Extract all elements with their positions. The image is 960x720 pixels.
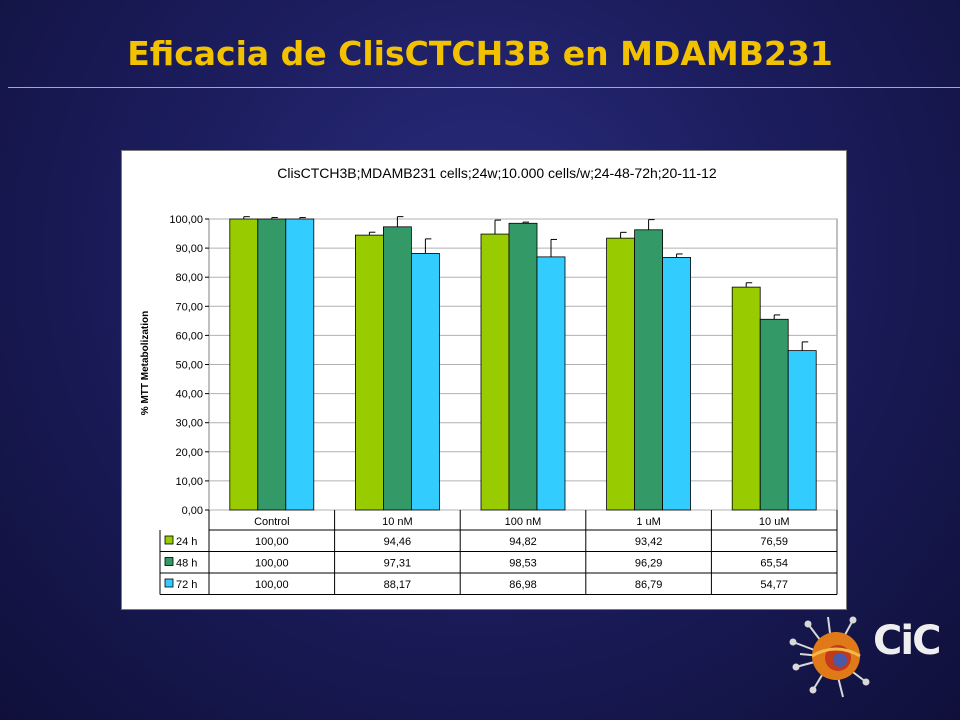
data-label: 93,42 — [635, 536, 663, 548]
chart-title: ClisCTCH3B;MDAMB231 cells;24w;10.000 cel… — [277, 165, 717, 181]
data-label: 76,59 — [760, 536, 788, 548]
bar-72h-3 — [662, 257, 691, 511]
x-category-label: 1 uM — [636, 516, 660, 528]
data-label: 100,00 — [255, 536, 289, 548]
data-label: 98,53 — [509, 558, 537, 570]
bar-48h-2 — [508, 222, 538, 511]
y-tick-label: 0,00 — [182, 505, 203, 517]
data-label: 86,79 — [635, 579, 663, 591]
data-label: 100,00 — [255, 558, 289, 570]
x-category-label: Control — [254, 516, 289, 528]
logo-text: CiC — [873, 618, 941, 664]
data-label: 96,29 — [635, 558, 663, 570]
bar-chart: ClisCTCH3B;MDAMB231 cells;24w;10.000 cel… — [140, 165, 838, 595]
bar-24h-0 — [229, 218, 259, 511]
chart-panel: ClisCTCH3B;MDAMB231 cells;24w;10.000 cel… — [121, 150, 847, 610]
bar-48h-1 — [382, 226, 412, 511]
legend-entry: 72 h — [176, 579, 197, 591]
y-tick-label: 100,00 — [169, 214, 203, 226]
data-label: 88,17 — [384, 579, 412, 591]
bar-48h-4 — [759, 318, 789, 511]
y-tick-label: 80,00 — [175, 272, 203, 284]
y-tick-label: 40,00 — [175, 389, 203, 401]
data-label: 65,54 — [760, 558, 788, 570]
y-tick-label: 70,00 — [175, 301, 203, 313]
y-tick-label: 50,00 — [175, 360, 203, 372]
bar-48h-0 — [257, 218, 287, 511]
bar-72h-4 — [787, 350, 817, 511]
x-category-label: 10 nM — [382, 516, 413, 528]
data-label: 100,00 — [255, 579, 289, 591]
bar-24h-4 — [731, 286, 761, 511]
legend-entry: 48 h — [176, 558, 197, 570]
legend-entry: 24 h — [176, 536, 197, 548]
x-category-label: 10 uM — [759, 516, 790, 528]
bar-72h-2 — [536, 256, 566, 511]
bar-72h-0 — [285, 218, 315, 511]
data-label: 86,98 — [509, 579, 537, 591]
y-tick-label: 30,00 — [175, 418, 203, 430]
bar-24h-3 — [606, 237, 636, 511]
data-label: 94,46 — [384, 536, 412, 548]
data-label: 94,82 — [509, 536, 537, 548]
y-axis-label: % MTT Metabolization — [140, 311, 151, 415]
x-category-label: 100 nM — [505, 516, 542, 528]
cic-logo-icon — [789, 616, 870, 698]
slide-title: Eficacia de ClisCTCH3B en MDAMB231 — [127, 34, 833, 73]
y-tick-label: 90,00 — [175, 243, 203, 255]
bar-24h-2 — [480, 233, 510, 511]
y-tick-label: 20,00 — [175, 447, 203, 459]
data-label: 97,31 — [384, 558, 412, 570]
legend-swatch — [164, 557, 174, 566]
bar-24h-1 — [354, 234, 384, 511]
legend-swatch — [164, 578, 174, 588]
data-label: 54,77 — [760, 579, 788, 591]
legend-swatch — [164, 535, 174, 545]
title-divider — [8, 87, 960, 88]
bar-72h-1 — [410, 253, 440, 511]
y-tick-label: 60,00 — [175, 330, 203, 342]
y-tick-label: 10,00 — [175, 476, 203, 488]
bar-48h-3 — [634, 229, 663, 511]
